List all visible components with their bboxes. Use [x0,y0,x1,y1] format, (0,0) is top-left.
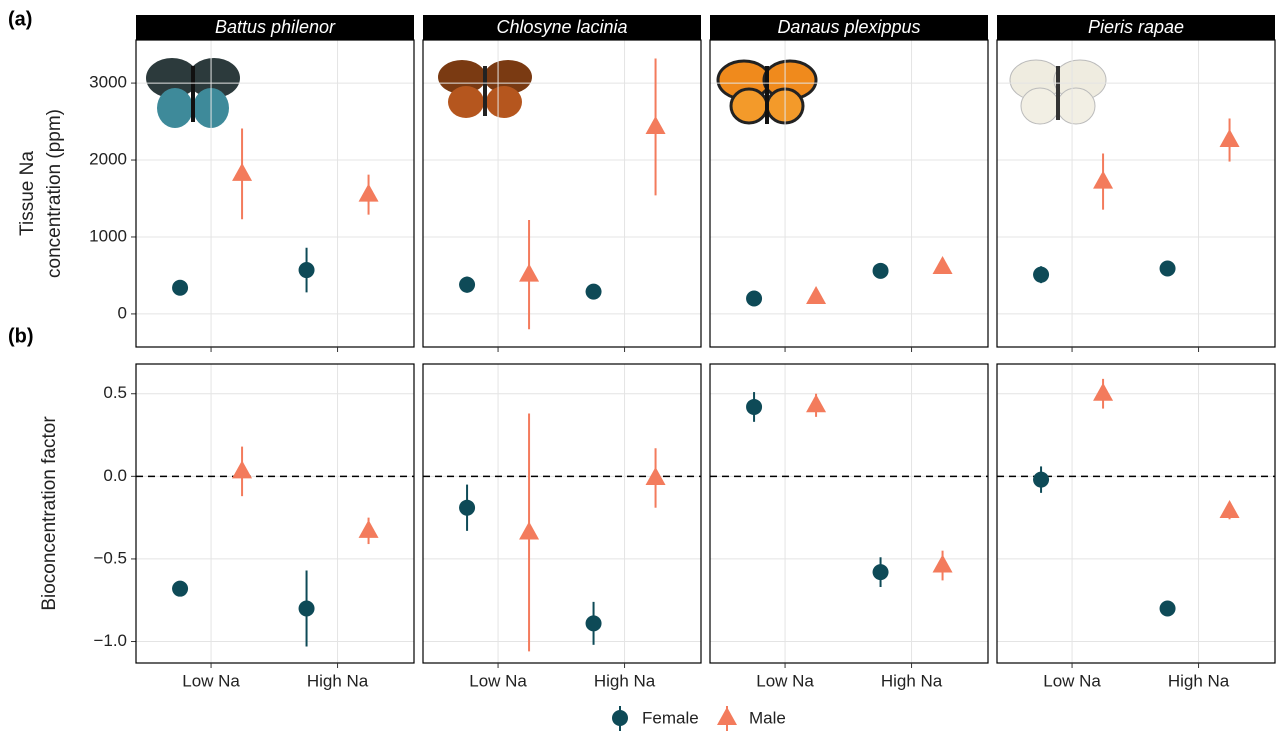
x-tick-label: Low Na [182,671,240,690]
point [232,163,252,181]
point [359,520,379,538]
point [1093,383,1113,401]
point [299,262,315,278]
y-tick-label: 3000 [89,73,127,92]
point [1033,267,1049,283]
x-tick-label: Low Na [469,671,527,690]
point [1220,500,1240,518]
x-tick-label: High Na [1168,671,1230,690]
facet-title: Pieris rapae [1088,17,1184,37]
point [459,500,475,516]
facet-title: Danaus plexippus [777,17,920,37]
legend-marker [612,710,628,726]
x-tick-label: High Na [594,671,656,690]
point [1160,600,1176,616]
point [459,277,475,293]
y-tick-label: 0.5 [103,383,127,402]
facet-title: Chlosyne lacinia [496,17,627,37]
panel-border [136,364,414,663]
panel-label: (b) [8,325,34,347]
point [746,399,762,415]
point [873,564,889,580]
point [1220,129,1240,147]
butterfly-battus [146,58,240,128]
y-tick-label: 0 [118,303,127,322]
x-tick-label: High Na [881,671,943,690]
butterfly-danaus [718,61,816,124]
x-tick-label: Low Na [1043,671,1101,690]
point [232,460,252,478]
y-tick-label: 2000 [89,150,127,169]
point [172,581,188,597]
y-tick-label: 0.0 [103,466,127,485]
x-tick-label: Low Na [756,671,814,690]
legend-marker [717,707,737,725]
butterfly-chlosyne [438,60,532,118]
y-axis-label: Bioconcentration factor [39,416,60,611]
point [806,286,826,304]
y-tick-label: −1.0 [93,631,127,650]
point [806,394,826,412]
point [746,291,762,307]
facet-title: Battus philenor [215,17,336,37]
legend-label: Male [749,708,786,727]
y-axis-label: Tissue Na [17,151,38,236]
point [172,280,188,296]
point [519,521,539,539]
point [299,600,315,616]
point [873,263,889,279]
point [1093,171,1113,189]
point [586,284,602,300]
chart: (a) Tissue Na concentration (ppm) 0 1000 2000… [0,0,1276,733]
panel-label: (a) [8,8,32,30]
x-tick-label: High Na [307,671,369,690]
y-axis-label: concentration (ppm) [44,109,65,278]
point [933,555,953,573]
point [646,116,666,134]
y-tick-label: 1000 [89,226,127,245]
y-tick-label: −0.5 [93,548,127,567]
legend-label: Female [642,708,699,727]
point [1033,472,1049,488]
point [586,615,602,631]
point [1160,261,1176,277]
point [519,264,539,282]
point [359,184,379,202]
butterfly-pieris [1010,60,1106,124]
point [933,256,953,274]
